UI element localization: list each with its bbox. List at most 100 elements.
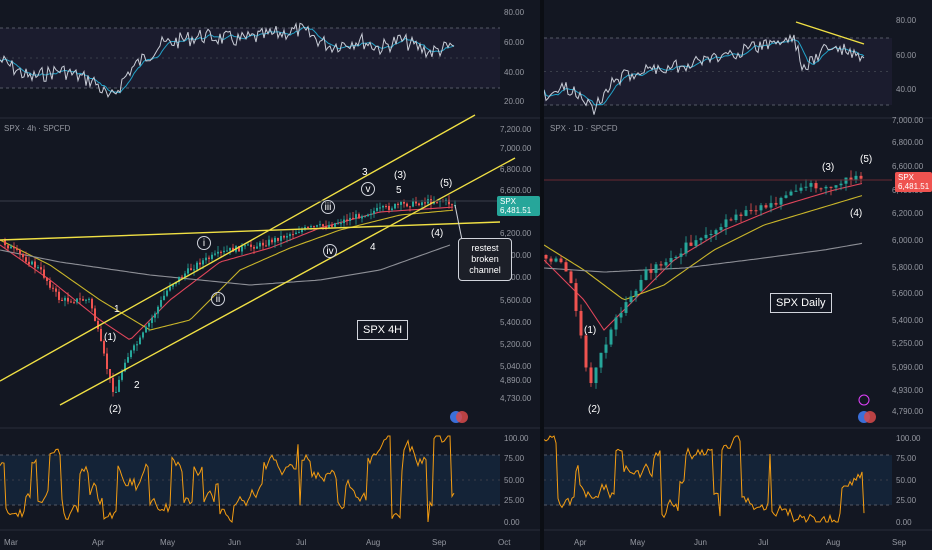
candle-body (64, 297, 66, 301)
rsi-axis-label: 60.00 (504, 38, 525, 47)
channel-lower-line (59, 157, 516, 406)
price-axis-label: 5,400.00 (500, 318, 532, 327)
candle-body (286, 236, 288, 238)
wave-label-rii: ii (216, 294, 220, 305)
candle-body (184, 273, 186, 278)
candle-body (265, 245, 267, 247)
candle-body (58, 291, 60, 300)
price-tag-value: 6,481.51 (500, 206, 532, 215)
wave-label-p2: (2) (588, 404, 600, 415)
candle-body (226, 250, 228, 252)
chart-pane-4h[interactable]: 80.00 60.00 40.00 20.00 7,200.00 7,000.00 6,80… (0, 0, 540, 550)
candle-body (669, 258, 673, 263)
chart-canvas-1d[interactable]: 80.00 60.00 40.00 7,000.00 6,800.00 6,600.00 6… (544, 0, 932, 550)
price-axis-label: 6,000.00 (500, 251, 532, 260)
candle-body (268, 239, 270, 246)
wave-label-1: 1 (114, 304, 120, 315)
candle-body (654, 264, 658, 273)
candle-body (100, 329, 102, 342)
candle-body (304, 227, 306, 230)
candle-body (343, 219, 345, 224)
time-axis-label: Apr (574, 538, 587, 547)
channel-upper-line (0, 114, 476, 382)
candle-body (13, 246, 15, 249)
stoch-line (0, 435, 455, 523)
candle-body (49, 281, 51, 288)
candle-body (684, 242, 688, 254)
candle-body (664, 262, 668, 266)
wave-label-ri: i (203, 238, 205, 249)
chart-pane-1d[interactable]: 80.00 60.00 40.00 7,000.00 6,800.00 6,600.00 6… (544, 0, 932, 550)
candle-body (346, 219, 348, 221)
candle-body (277, 237, 279, 241)
candle-body (619, 312, 623, 318)
time-axis-label: Jul (296, 538, 306, 547)
candle-body (139, 337, 141, 345)
candle-body (295, 232, 297, 235)
candle-body (247, 244, 249, 246)
wave-label-riii: iii (325, 202, 332, 213)
candle-body (109, 369, 111, 379)
price-axis-label: 7,200.00 (500, 125, 532, 134)
wave-label-p2: (2) (109, 404, 121, 415)
candle-body (43, 269, 45, 278)
price-axis-label: 4,790.00 (892, 407, 924, 416)
candle-body (166, 290, 168, 296)
candle-body (824, 186, 828, 189)
candle-body (70, 301, 72, 303)
candle-body (373, 210, 375, 214)
candle-body (451, 204, 453, 206)
candle-body (839, 183, 843, 186)
price-axis-label: 5,250.00 (892, 339, 924, 348)
candle-body (584, 335, 588, 368)
candle-body (106, 353, 108, 370)
candle-body (355, 214, 357, 219)
wave-label-3: 3 (362, 167, 368, 178)
candle-body (121, 371, 123, 380)
candle-body (634, 290, 638, 297)
wave-label-p5: (5) (860, 154, 872, 165)
candle-body (196, 262, 198, 270)
candle-body (754, 210, 758, 212)
symbol-label-1d: SPX · 1D · SPCFD (550, 124, 618, 133)
stoch-axis-label: 75.00 (896, 454, 917, 463)
event-marker-icon (456, 411, 468, 423)
candle-body (187, 268, 189, 274)
stoch-axis-label: 0.00 (896, 518, 912, 527)
candle-body (205, 257, 207, 261)
rsi-ma-line (544, 38, 865, 106)
price-axis-label: 6,600.00 (500, 186, 532, 195)
candle-body (127, 357, 129, 363)
candle-body (789, 191, 793, 196)
rsi-axis-label: 80.00 (896, 16, 917, 25)
candle-body (599, 352, 603, 368)
candle-body (554, 258, 558, 262)
candle-body (193, 269, 195, 271)
candle-body (19, 249, 21, 255)
candle-body (358, 214, 360, 219)
candle-body (220, 251, 222, 253)
candle-body (67, 297, 69, 302)
pane-divider[interactable] (540, 0, 544, 550)
price-axis-label: 6,200.00 (500, 229, 532, 238)
candle-body (118, 379, 120, 392)
price-axis-label: 6,200.00 (892, 209, 924, 218)
candle-body (829, 186, 833, 188)
candle-body (178, 276, 180, 282)
candle-body (729, 219, 733, 221)
candle-body (241, 246, 243, 252)
candle-body (91, 298, 93, 309)
candle-body (609, 329, 613, 345)
time-axis-label: Sep (892, 538, 907, 547)
candle-body (589, 367, 593, 384)
chart-canvas-4h[interactable]: 80.0060.0040.0020.007,200.007,000.006,80… (0, 0, 540, 550)
candle-body (689, 242, 693, 246)
candle-body (79, 298, 81, 300)
candle-body (319, 224, 321, 226)
candle-body (349, 217, 351, 221)
candle-body (217, 251, 219, 254)
candle-body (764, 205, 768, 208)
candle-body (151, 317, 153, 323)
candle-body (367, 214, 369, 217)
candle-body (397, 203, 399, 205)
